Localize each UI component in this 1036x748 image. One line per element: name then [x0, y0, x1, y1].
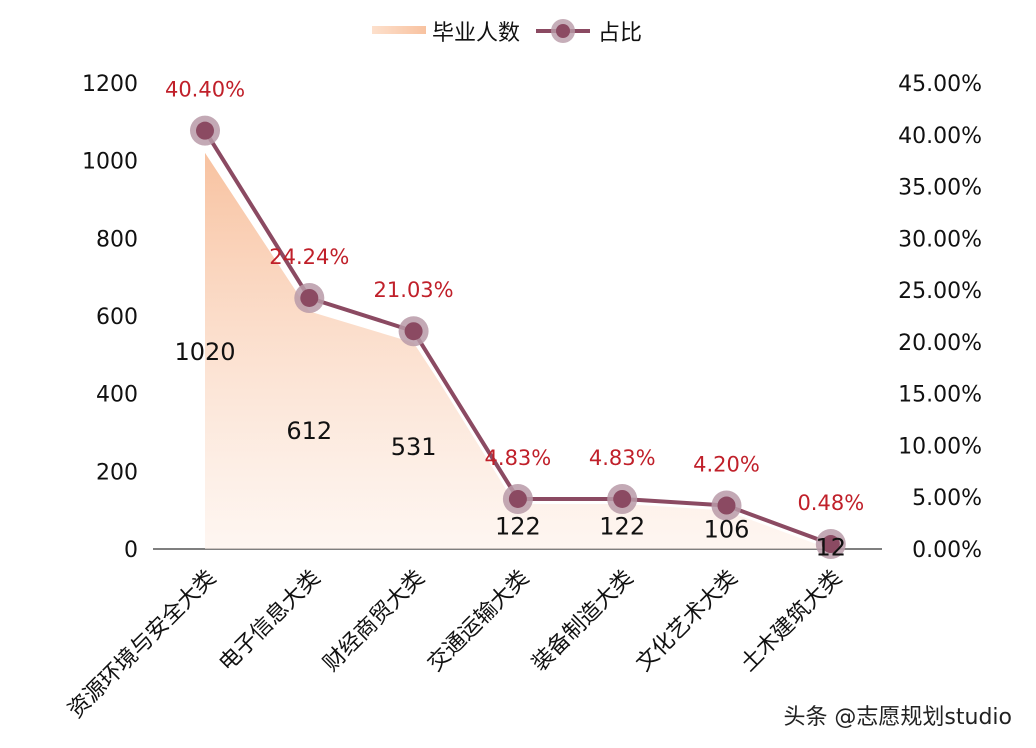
ratio-data-label: 40.40% [165, 78, 245, 102]
x-category-label: 财经商贸大类 [319, 566, 430, 677]
count-data-label: 1020 [174, 338, 235, 366]
ratio-data-label: 21.03% [374, 278, 454, 302]
ratio-point [508, 489, 527, 508]
y-right-tick-label: 15.00% [898, 383, 982, 408]
x-category-label: 交通运输大类 [423, 566, 534, 677]
y-right-tick-label: 10.00% [898, 434, 982, 459]
y-left-tick-label: 800 [96, 227, 138, 252]
ratio-data-label: 4.83% [485, 446, 552, 470]
y-right-tick-label: 20.00% [898, 331, 982, 356]
ratio-data-label: 24.24% [269, 245, 349, 269]
ratio-point [300, 288, 319, 307]
y-left-tick-label: 600 [96, 305, 138, 330]
x-category-label: 装备制造大类 [527, 566, 638, 677]
watermark: 头条 @志愿规划studio [783, 705, 1012, 730]
y-right-tick-label: 25.00% [898, 279, 982, 304]
count-data-label: 106 [704, 515, 750, 543]
y-right-tick-label: 40.00% [898, 124, 982, 149]
count-data-label: 531 [391, 433, 437, 461]
legend-label-count: 毕业人数 [432, 21, 520, 46]
legend-label-ratio: 占比 [598, 21, 642, 46]
ratio-point [196, 121, 214, 140]
y-left-tick-label: 1000 [82, 150, 138, 175]
y-left-tick-label: 400 [96, 383, 138, 408]
legend-marker [556, 24, 570, 38]
count-data-label: 12 [816, 534, 847, 562]
ratio-point [613, 489, 632, 508]
x-category-label: 电子信息大类 [215, 566, 326, 677]
x-category-label: 土木建筑大类 [736, 566, 847, 677]
x-category-label: 文化艺术大类 [632, 566, 743, 677]
y-right-tick-label: 30.00% [898, 227, 982, 252]
ratio-data-label: 4.20% [693, 453, 760, 477]
ratio-point [821, 535, 840, 554]
ratio-point [717, 496, 736, 515]
y-left-tick-label: 1200 [82, 72, 138, 97]
y-right-tick-label: 35.00% [898, 176, 982, 201]
y-left-tick-label: 200 [96, 460, 138, 485]
x-category-label: 资源环境与安全大类 [64, 566, 222, 724]
ratio-data-label: 4.83% [589, 446, 656, 470]
count-data-label: 122 [495, 512, 541, 540]
count-data-label: 122 [599, 512, 645, 540]
y-right-tick-label: 45.00% [898, 72, 982, 97]
legend: 毕业人数 占比 [372, 19, 642, 46]
count-data-label: 612 [286, 417, 332, 445]
y-left-tick-label: 0 [124, 538, 138, 563]
ratio-point [404, 322, 423, 341]
ratio-data-label: 0.48% [797, 491, 864, 515]
y-right-tick-label: 0.00% [912, 538, 982, 563]
area-series-count [205, 152, 831, 549]
legend-area-swatch [372, 26, 426, 34]
y-right-tick-label: 5.00% [912, 486, 982, 511]
